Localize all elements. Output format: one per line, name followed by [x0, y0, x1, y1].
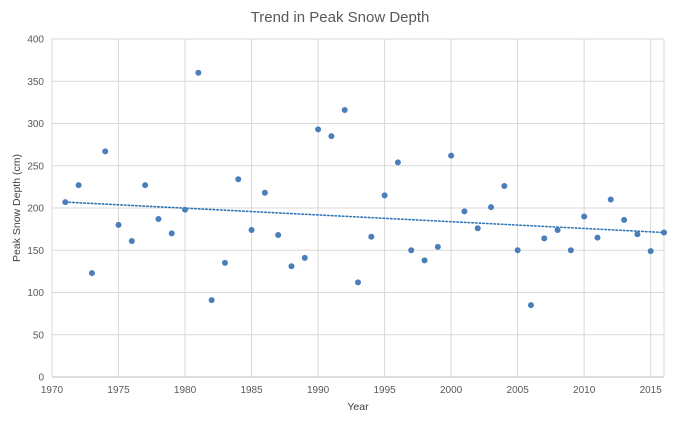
x-tick-label: 2010 [573, 385, 596, 396]
y-tick-label: 50 [33, 330, 45, 341]
trendline-layer [64, 201, 665, 234]
data-point [195, 69, 202, 76]
data-point [448, 152, 455, 159]
data-point [155, 215, 162, 222]
x-tick-label: 1995 [373, 385, 396, 396]
data-point [182, 206, 189, 213]
x-tick-label: 1970 [41, 385, 64, 396]
data-point [261, 189, 268, 196]
data-point [461, 208, 468, 215]
data-point [408, 247, 415, 254]
data-point [368, 233, 375, 240]
y-tick-label: 300 [27, 119, 44, 130]
data-point [541, 235, 548, 242]
data-point [527, 302, 534, 309]
data-point [594, 234, 601, 241]
data-point [581, 213, 588, 220]
data-point [355, 279, 361, 286]
data-point [248, 226, 255, 233]
y-tick-label: 0 [38, 373, 44, 384]
data-point [634, 231, 641, 238]
x-axis-label: Year [347, 401, 369, 413]
data-point [554, 226, 561, 233]
data-point [288, 263, 295, 270]
x-tick-label: 1985 [240, 385, 263, 396]
data-points [62, 69, 667, 309]
x-tick-label: 1975 [107, 385, 130, 396]
gridlines [51, 38, 665, 378]
data-point [474, 225, 481, 232]
y-tick-label: 350 [27, 77, 44, 88]
y-tick-label: 400 [27, 35, 44, 46]
data-point [75, 182, 82, 189]
data-point [235, 176, 242, 183]
data-point [421, 257, 428, 264]
data-point [567, 247, 574, 254]
data-point [221, 259, 228, 266]
y-tick-label: 250 [27, 161, 44, 172]
data-point [315, 126, 322, 133]
x-tick-label: 2000 [440, 385, 463, 396]
data-point [128, 237, 135, 244]
y-tick-label: 200 [27, 204, 44, 215]
data-point [301, 254, 308, 261]
data-point [341, 106, 348, 113]
data-point [168, 230, 175, 237]
y-tick-label: 150 [27, 246, 44, 257]
data-point [621, 216, 628, 223]
y-tick-label: 100 [27, 288, 44, 299]
data-point [115, 221, 122, 228]
y-axis-label: Peak Snow Depth (cm) [11, 154, 23, 262]
x-tick-label: 1980 [174, 385, 197, 396]
x-tick-label: 1990 [307, 385, 330, 396]
data-point [102, 148, 109, 155]
x-tick-label: 2015 [640, 385, 663, 396]
data-point [501, 183, 508, 190]
data-point [394, 159, 401, 166]
data-point [434, 243, 441, 250]
data-point [142, 182, 149, 189]
x-tick-label: 2005 [507, 385, 530, 396]
data-point [208, 297, 215, 304]
data-point [647, 248, 654, 255]
tick-labels: 0 50 100 150 200 250 300 350 400 1970 1975 1980 1985… [27, 35, 662, 397]
data-point [514, 247, 521, 254]
trendline [64, 201, 665, 234]
data-point [88, 270, 95, 277]
data-point [275, 232, 282, 239]
data-point [62, 199, 69, 206]
data-point [328, 133, 335, 140]
data-point [488, 204, 495, 211]
data-point [661, 229, 667, 236]
data-point [381, 192, 388, 199]
data-point [607, 196, 614, 203]
chart-title: Trend in Peak Snow Depth [251, 9, 430, 26]
